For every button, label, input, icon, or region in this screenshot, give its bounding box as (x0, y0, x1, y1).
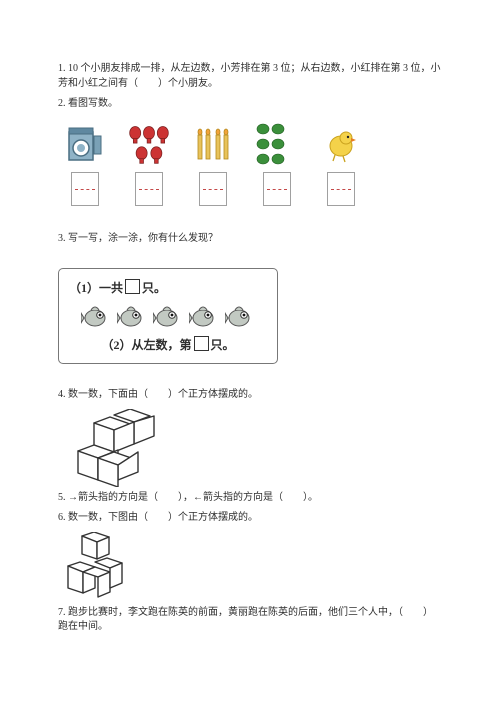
answer-box[interactable] (327, 172, 355, 206)
washing-machine-icon (62, 120, 108, 168)
fill-box-icon[interactable] (125, 279, 140, 294)
answer-box[interactable] (135, 172, 163, 206)
q7-text: 7. 跑步比赛时，李文跑在陈英的前面，黄丽跑在陈英的后面，他们三个人中，（ ）跑… (58, 607, 433, 633)
q3-fish-row (69, 304, 267, 330)
q3-line2-post: 只。 (211, 338, 235, 352)
q3-line1: （1）一共 只。 (69, 279, 267, 298)
q2-label: 2. 看图写数。 (58, 97, 442, 112)
q4-cube-figure (68, 409, 442, 487)
q3-line2-pre: （2）从左数，第 (101, 338, 191, 352)
q3-label-text: 3. 写一写，涂一涂，你有什么发现？ (58, 233, 218, 244)
answer-box[interactable] (71, 172, 99, 206)
q2-item-candles (190, 120, 236, 206)
fish-icon (117, 304, 147, 330)
q2-figure-row (62, 120, 442, 206)
q2-item-lanterns (126, 120, 172, 206)
q3-line2: （2）从左数，第 只。 (69, 336, 267, 355)
q5-text: 5. →箭头指的方向是（ ），←箭头指的方向是（ ）。 (58, 492, 318, 503)
q4: 4. 数一数，下面由（ ）个正方体摆成的。 (58, 388, 442, 403)
q1-text: 1. 10 个小朋友排成一排，从左边数，小芳排在第 3 位；从右边数，小红排在第… (58, 63, 441, 89)
lanterns-icon (126, 120, 172, 168)
fish-icon (225, 304, 255, 330)
q1: 1. 10 个小朋友排成一排，从左边数，小芳排在第 3 位；从右边数，小红排在第… (58, 62, 442, 91)
q4-text: 4. 数一数，下面由（ ）个正方体摆成的。 (58, 389, 258, 400)
answer-box[interactable] (199, 172, 227, 206)
q3-line1-pre: （1）一共 (69, 281, 123, 295)
turtles-icon (254, 120, 300, 168)
candles-icon (190, 120, 236, 168)
q3-label: 3. 写一写，涂一涂，你有什么发现？ (58, 232, 442, 247)
fill-box-icon[interactable] (194, 336, 209, 351)
fish-icon (81, 304, 111, 330)
q3-line1-post: 只。 (142, 281, 166, 295)
chick-icon (318, 120, 364, 168)
q6-text: 6. 数一数，下图由（ ）个正方体摆成的。 (58, 512, 258, 523)
q6: 6. 数一数，下图由（ ）个正方体摆成的。 (58, 511, 442, 526)
q2-label-text: 2. 看图写数。 (58, 98, 118, 109)
answer-box[interactable] (263, 172, 291, 206)
fish-icon (189, 304, 219, 330)
fish-icon (153, 304, 183, 330)
q7: 7. 跑步比赛时，李文跑在陈英的前面，黄丽跑在陈英的后面，他们三个人中，（ ）跑… (58, 606, 442, 635)
q2-item-chick (318, 120, 364, 206)
q2-item-turtles (254, 120, 300, 206)
q6-cube-figure (62, 532, 442, 602)
q5: 5. →箭头指的方向是（ ），←箭头指的方向是（ ）。 (58, 491, 442, 506)
q2-item-washing-machine (62, 120, 108, 206)
q3-panel: （1）一共只。 （2）从左数，第只。 (58, 268, 278, 364)
